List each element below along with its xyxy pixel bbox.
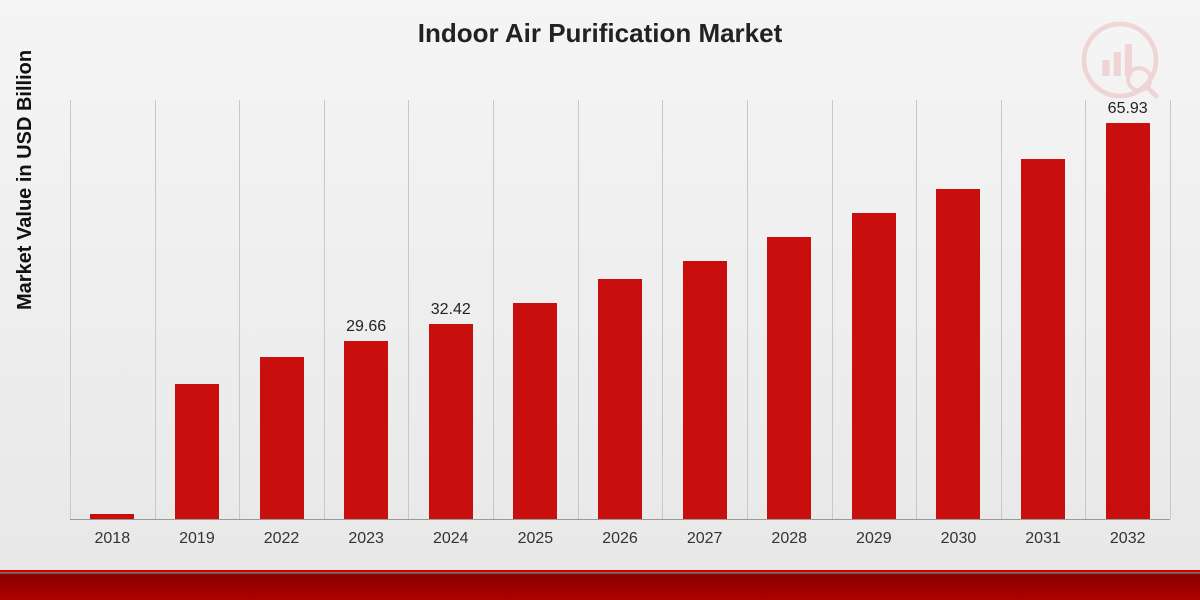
- bar: [1106, 123, 1150, 519]
- bar: [598, 279, 642, 519]
- bar: [344, 341, 388, 519]
- x-axis-tick-label: 2019: [179, 530, 215, 548]
- x-axis-tick-label: 2022: [264, 530, 300, 548]
- x-axis-tick-label: 2030: [941, 530, 977, 548]
- chart-title: Indoor Air Purification Market: [0, 18, 1200, 49]
- chart-container: Indoor Air Purification Market Market Va…: [0, 0, 1200, 570]
- bar: [683, 261, 727, 519]
- x-axis-tick-label: 2028: [771, 530, 807, 548]
- bar: [90, 514, 134, 519]
- bar: [936, 189, 980, 519]
- watermark-logo-icon: [1080, 20, 1160, 100]
- grid-line: [747, 100, 748, 519]
- grid-line: [1085, 100, 1086, 519]
- grid-line: [1170, 100, 1171, 519]
- grid-line: [832, 100, 833, 519]
- grid-line: [324, 100, 325, 519]
- y-axis-label: Market Value in USD Billion: [14, 50, 37, 310]
- x-axis-tick-label: 2018: [95, 530, 131, 548]
- bar: [260, 357, 304, 519]
- x-axis-tick-label: 2025: [518, 530, 554, 548]
- bar-value-label: 29.66: [346, 318, 386, 336]
- footer-bar: [0, 570, 1200, 600]
- x-axis-tick-label: 2031: [1025, 530, 1061, 548]
- bar: [1021, 159, 1065, 519]
- grid-line: [70, 100, 71, 519]
- x-axis-tick-label: 2026: [602, 530, 638, 548]
- x-axis-tick-label: 2027: [687, 530, 723, 548]
- grid-line: [155, 100, 156, 519]
- bar: [175, 384, 219, 519]
- bar-value-label: 65.93: [1108, 100, 1148, 118]
- grid-line: [408, 100, 409, 519]
- grid-line: [662, 100, 663, 519]
- x-axis-tick-label: 2032: [1110, 530, 1146, 548]
- plot-area: [70, 100, 1170, 520]
- grid-line: [493, 100, 494, 519]
- x-axis-tick-label: 2029: [856, 530, 892, 548]
- bar: [767, 237, 811, 519]
- bar: [852, 213, 896, 519]
- bar-value-label: 32.42: [431, 301, 471, 319]
- bar: [513, 303, 557, 519]
- grid-line: [239, 100, 240, 519]
- bar: [429, 324, 473, 519]
- grid-line: [1001, 100, 1002, 519]
- x-axis-tick-label: 2023: [348, 530, 384, 548]
- grid-line: [578, 100, 579, 519]
- x-axis-tick-label: 2024: [433, 530, 469, 548]
- grid-line: [916, 100, 917, 519]
